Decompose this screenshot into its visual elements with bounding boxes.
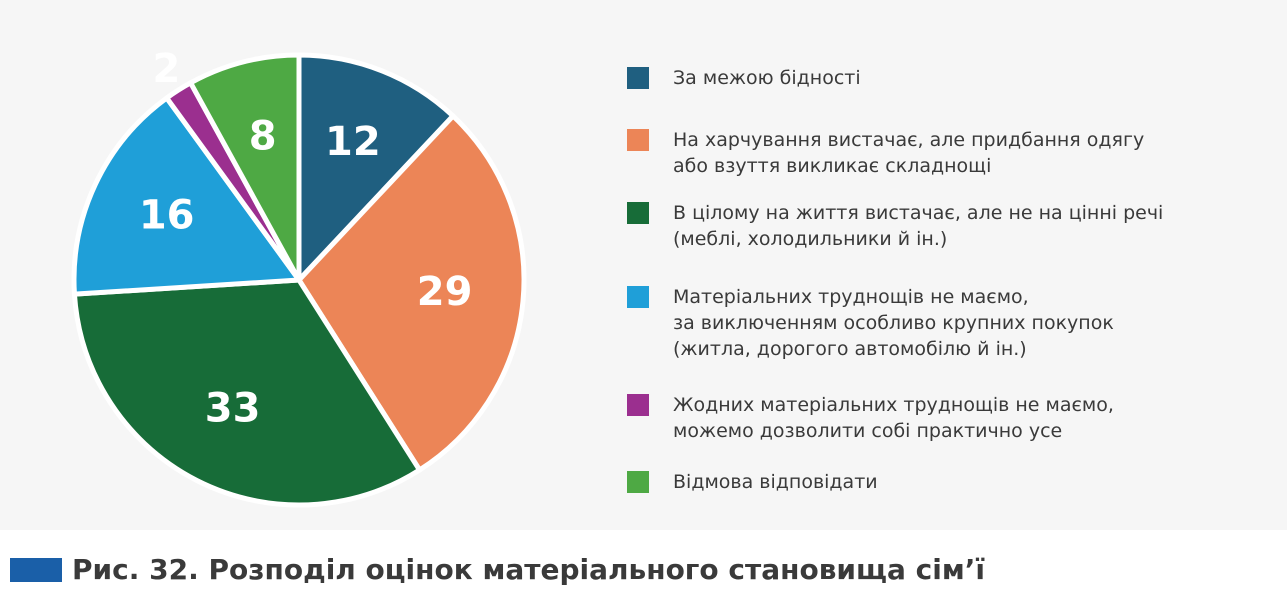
pie-slice <box>296 52 456 283</box>
legend-swatch <box>627 286 649 308</box>
pie-slice <box>188 52 302 283</box>
value-label: 33 <box>205 385 261 431</box>
legend-swatch <box>627 129 649 151</box>
legend-swatch <box>627 394 649 416</box>
caption-marker <box>10 558 62 582</box>
legend-swatch <box>627 67 649 89</box>
value-label: 16 <box>139 193 195 239</box>
chart-title: Рис. 32. Розподіл оцінок матеріального с… <box>72 553 985 586</box>
pie-slice <box>71 95 302 297</box>
legend-label: Жодних матеріальних труднощів не маємо, м… <box>673 394 1114 442</box>
value-label: 12 <box>325 119 381 165</box>
pie-slice <box>296 113 527 473</box>
legend-label: Відмова відповідати <box>673 471 878 493</box>
legend-label: Матеріальних труднощів не маємо, за виклю… <box>673 286 1114 360</box>
legend-label: На харчування вистачає, але придбання од… <box>673 129 1144 177</box>
legend-label: За межою бідності <box>673 67 861 89</box>
value-label: 29 <box>417 269 473 315</box>
legend-swatch <box>627 471 649 493</box>
value-label: 2 <box>152 46 180 92</box>
legend-swatch <box>627 202 649 224</box>
pie-slice <box>71 277 423 508</box>
legend-label: В цілому на життя вистачає, але не на ці… <box>673 202 1163 250</box>
value-label: 8 <box>249 113 277 159</box>
